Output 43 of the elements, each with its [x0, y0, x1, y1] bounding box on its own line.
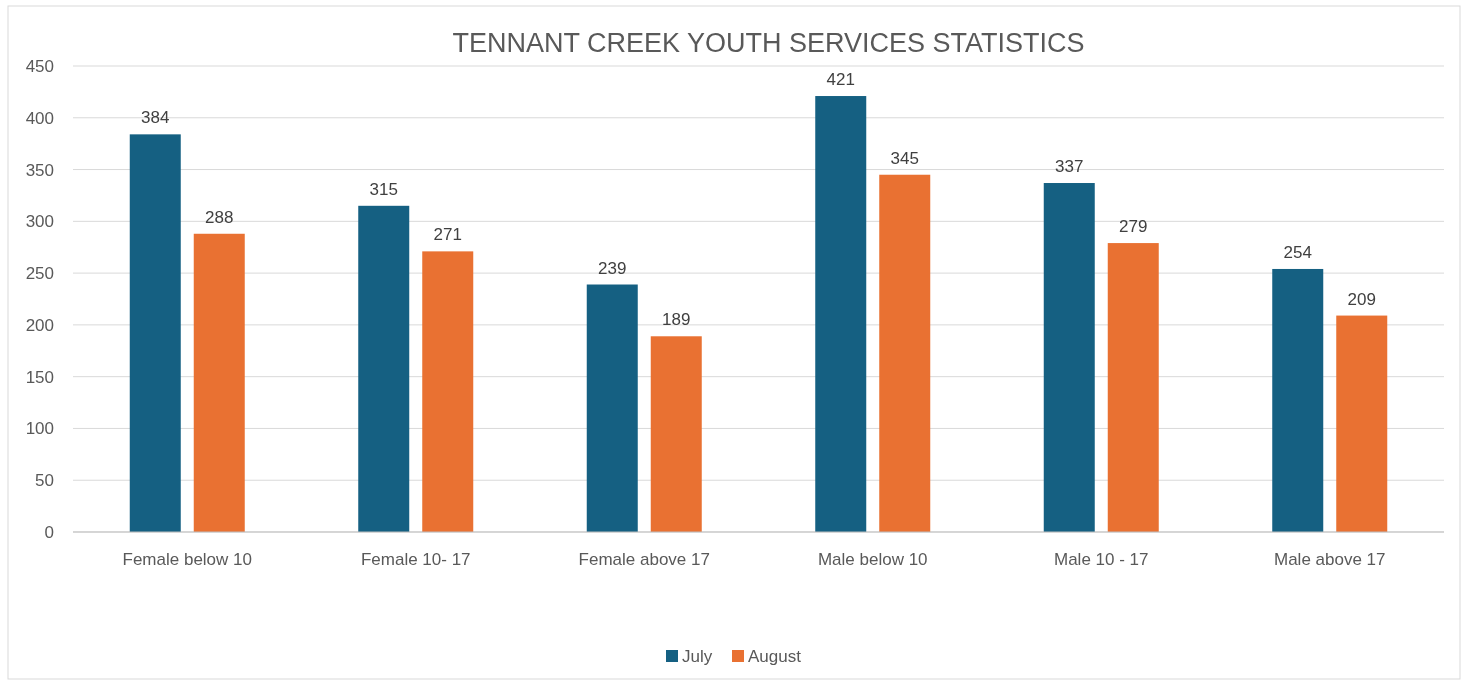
- data-label: 315: [369, 179, 398, 199]
- y-tick-label: 400: [25, 108, 54, 128]
- data-label: 279: [1119, 217, 1148, 237]
- bar: [586, 284, 638, 532]
- x-tick-label: Female above 17: [578, 550, 710, 569]
- x-tick-label: Male above 17: [1273, 550, 1386, 569]
- legend-label: August: [748, 647, 802, 666]
- data-label: 345: [890, 148, 919, 168]
- y-tick-label: 100: [25, 419, 54, 439]
- y-tick-label: 450: [25, 57, 54, 76]
- data-label: 209: [1347, 289, 1376, 309]
- data-label: 189: [662, 310, 691, 330]
- data-label: 239: [598, 258, 627, 278]
- x-tick-label: Male below 10: [817, 550, 928, 569]
- bar: [1107, 243, 1159, 532]
- bar: [650, 336, 702, 532]
- y-tick-label: 150: [25, 367, 54, 387]
- chart-title: TENNANT CREEK YOUTH SERVICES STATISTICS: [452, 28, 1085, 58]
- legend-label: July: [682, 647, 713, 666]
- data-label: 337: [1055, 157, 1084, 177]
- y-tick-label: 50: [35, 471, 54, 491]
- data-label: 254: [1283, 242, 1312, 262]
- y-tick-label: 250: [25, 264, 54, 284]
- y-tick-label: 300: [25, 212, 54, 232]
- bar: [815, 96, 867, 532]
- x-tick-label: Male 10 - 17: [1054, 550, 1149, 569]
- bar: [1336, 315, 1388, 532]
- y-tick-label: 350: [25, 160, 54, 180]
- bar: [1043, 183, 1095, 532]
- x-tick-label: Female 10- 17: [360, 550, 471, 569]
- x-tick-label: Female below 10: [122, 550, 252, 569]
- bar: [422, 251, 474, 532]
- y-tick-label: 200: [25, 315, 54, 335]
- data-label: 384: [141, 108, 170, 128]
- data-label: 421: [826, 70, 855, 90]
- y-tick-label: 0: [44, 523, 54, 542]
- bar: [193, 233, 245, 532]
- data-label: 288: [205, 207, 234, 227]
- bar: [358, 205, 410, 532]
- bar: [1272, 268, 1324, 532]
- bar: [879, 174, 931, 532]
- data-label: 271: [433, 225, 462, 245]
- bar: [129, 134, 181, 532]
